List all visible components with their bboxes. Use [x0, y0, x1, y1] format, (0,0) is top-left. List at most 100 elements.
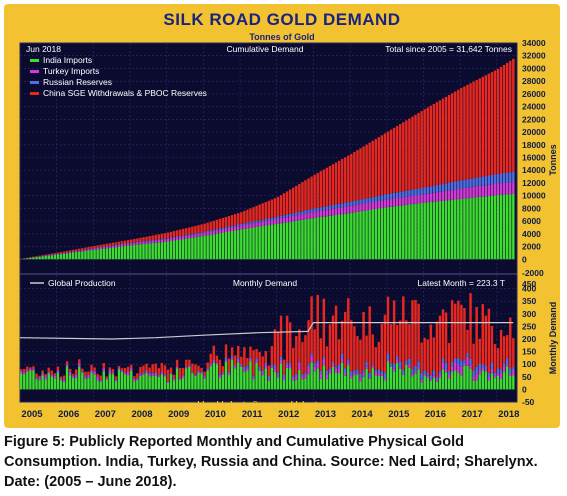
- cumulative-bar: [258, 220, 261, 223]
- monthly-bar: [417, 361, 420, 367]
- cumulative-bar: [512, 58, 515, 172]
- cumulative-bar: [151, 240, 154, 244]
- cumulative-bar: [215, 230, 219, 234]
- cumulative-bar: [215, 219, 219, 230]
- cumulative-bar: [56, 252, 60, 254]
- monthly-bar: [221, 372, 225, 374]
- cumulative-bar: [469, 187, 472, 198]
- cumulative-bar: [172, 231, 176, 238]
- cumulative-bar: [75, 249, 78, 251]
- cumulative-bar: [276, 196, 280, 217]
- monthly-bar: [126, 375, 130, 390]
- monthly-bar: [26, 366, 29, 370]
- cumulative-bar: [512, 193, 515, 260]
- cumulative-bar: [502, 64, 506, 174]
- cumulative-bar: [142, 237, 145, 242]
- cumulative-bar: [429, 193, 433, 203]
- cumulative-bar: [71, 251, 75, 253]
- monthly-bar: [383, 380, 387, 390]
- monthly-bar: [32, 368, 35, 370]
- monthly-bar: [328, 373, 332, 390]
- cumulative-bar: [197, 236, 200, 260]
- cumulative-bar: [347, 202, 350, 207]
- monthly-bar: [209, 363, 212, 365]
- monthly-bar: [114, 379, 118, 380]
- cumulative-bar: [414, 114, 417, 190]
- monthly-bar: [62, 379, 66, 381]
- cumulative-bar: [233, 230, 237, 260]
- monthly-bar: [56, 366, 60, 371]
- monthly-bar: [117, 368, 121, 370]
- monthly-bar: [444, 312, 448, 363]
- monthly-bar: [172, 380, 176, 390]
- monthly-bar: [295, 379, 298, 390]
- cumulative-bar: [343, 157, 347, 203]
- monthly-bar: [359, 381, 362, 390]
- monthly-bar: [50, 376, 54, 390]
- monthly-bar: [450, 365, 454, 372]
- monthly-bar: [71, 376, 75, 379]
- cumulative-bar: [463, 188, 466, 199]
- monthly-bar: [356, 372, 359, 375]
- monthly-bar: [441, 369, 445, 390]
- monthly-bar: [133, 376, 136, 379]
- monthly-bar: [270, 364, 274, 367]
- cumulative-bar: [114, 245, 118, 248]
- monthly-bar: [444, 372, 448, 390]
- cumulative-bar: [68, 251, 72, 253]
- monthly-bar: [337, 368, 341, 374]
- monthly-bar: [181, 375, 185, 378]
- cumulative-bar: [145, 241, 148, 244]
- cumulative-bar: [188, 235, 191, 239]
- cumulative-bar: [111, 242, 115, 246]
- monthly-bar: [120, 368, 124, 371]
- monthly-bar: [105, 379, 109, 390]
- monthly-bar: [331, 363, 335, 367]
- monthly-bar: [423, 337, 426, 371]
- monthly-bar: [157, 368, 160, 376]
- monthly-bar: [230, 357, 234, 360]
- monthly-bar: [377, 373, 381, 377]
- monthly-bar: [32, 369, 35, 371]
- monthly-bar: [408, 324, 411, 359]
- monthly-bar: [469, 293, 472, 359]
- monthly-bar: [301, 342, 304, 375]
- cumulative-bar: [493, 195, 497, 260]
- bottom-y-tick-label: 100: [522, 359, 536, 369]
- monthly-bar: [252, 350, 255, 376]
- monthly-bar: [71, 375, 75, 377]
- cumulative-bar: [105, 243, 109, 247]
- cumulative-bar: [270, 217, 274, 221]
- cumulative-bar: [301, 211, 304, 215]
- cumulative-bar: [343, 213, 347, 260]
- monthly-bar: [90, 364, 93, 371]
- cumulative-bar: [405, 204, 408, 260]
- monthly-bar: [123, 372, 127, 375]
- cumulative-bar: [160, 242, 164, 260]
- monthly-bar: [249, 357, 252, 360]
- monthly-bar: [490, 373, 494, 390]
- monthly-bar: [295, 376, 298, 380]
- monthly-bar: [160, 372, 164, 373]
- cumulative-bar: [105, 248, 109, 260]
- cumulative-bar: [246, 222, 249, 225]
- cumulative-bar: [454, 199, 457, 260]
- monthly-bar: [206, 369, 209, 371]
- cumulative-bar: [365, 144, 368, 199]
- monthly-bar: [130, 368, 133, 371]
- monthly-bar: [145, 370, 148, 372]
- monthly-bar: [356, 336, 359, 370]
- cumulative-bar: [316, 207, 319, 212]
- monthly-bar: [215, 364, 219, 390]
- cumulative-bar: [200, 236, 203, 260]
- cumulative-bar: [499, 194, 503, 260]
- cumulative-bar: [166, 238, 170, 239]
- monthly-bar: [313, 363, 316, 367]
- cumulative-bar: [276, 223, 280, 260]
- monthly-bar: [221, 374, 225, 390]
- cumulative-bar: [493, 174, 497, 184]
- cumulative-bar: [444, 200, 448, 260]
- cumulative-bar: [365, 198, 368, 204]
- cumulative-bar: [502, 182, 506, 195]
- cumulative-bar: [426, 202, 429, 260]
